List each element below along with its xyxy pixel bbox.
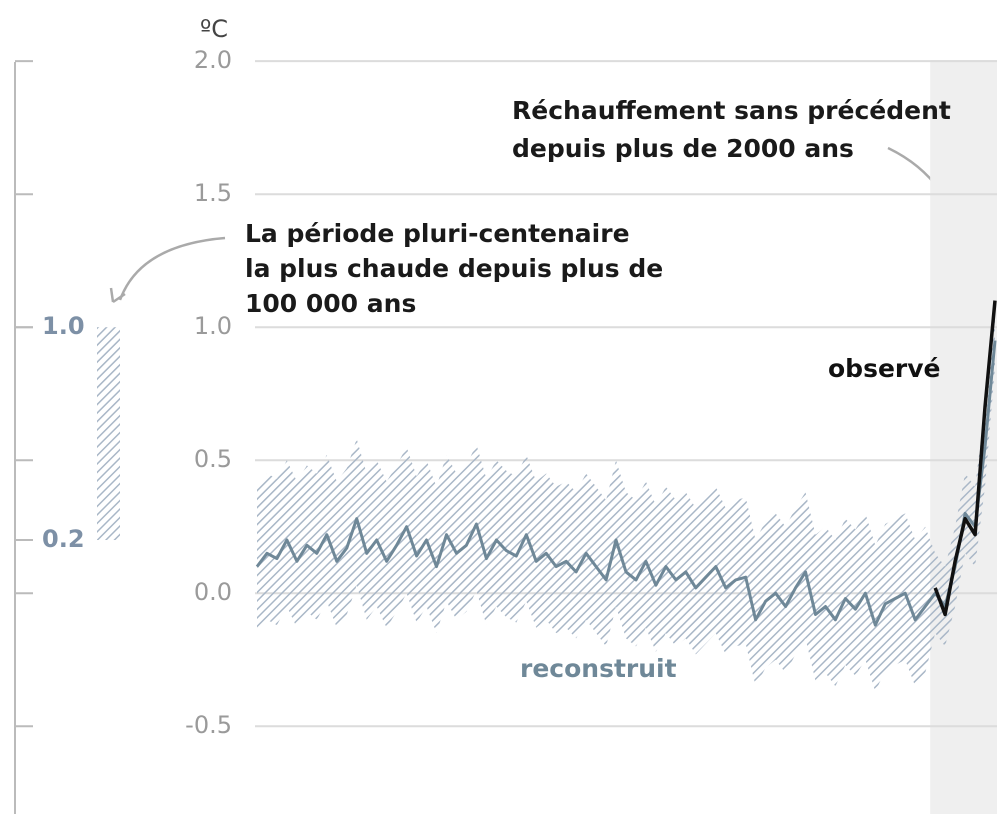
series-line [933, 300, 997, 617]
y-axis-label: ºC [200, 15, 228, 43]
y-tick-label: 0.0 [194, 578, 232, 606]
series-line [255, 340, 997, 627]
y-tick-label: 2.0 [194, 46, 232, 74]
y-tick-label: -0.5 [185, 711, 232, 739]
arrow-head [109, 287, 126, 304]
period-bar [97, 327, 120, 541]
y-tick-label: 1.0 [194, 312, 232, 340]
y-tick-label: 1.5 [194, 179, 232, 207]
annotation: La période pluri-centenaire [245, 219, 630, 248]
period-label: 0.2 [42, 525, 85, 553]
y-tick-label: 0.5 [194, 445, 232, 473]
series-label: observé [828, 354, 941, 383]
annotation: depuis plus de 2000 ans [512, 134, 854, 163]
annotation: 100 000 ans [245, 289, 416, 318]
arrow [118, 236, 226, 301]
annotation: Réchauffement sans précédent [512, 96, 951, 125]
series-label: reconstruit [520, 654, 677, 683]
annotation: la plus chaude depuis plus de [245, 254, 663, 283]
period-label: 1.0 [42, 312, 85, 340]
